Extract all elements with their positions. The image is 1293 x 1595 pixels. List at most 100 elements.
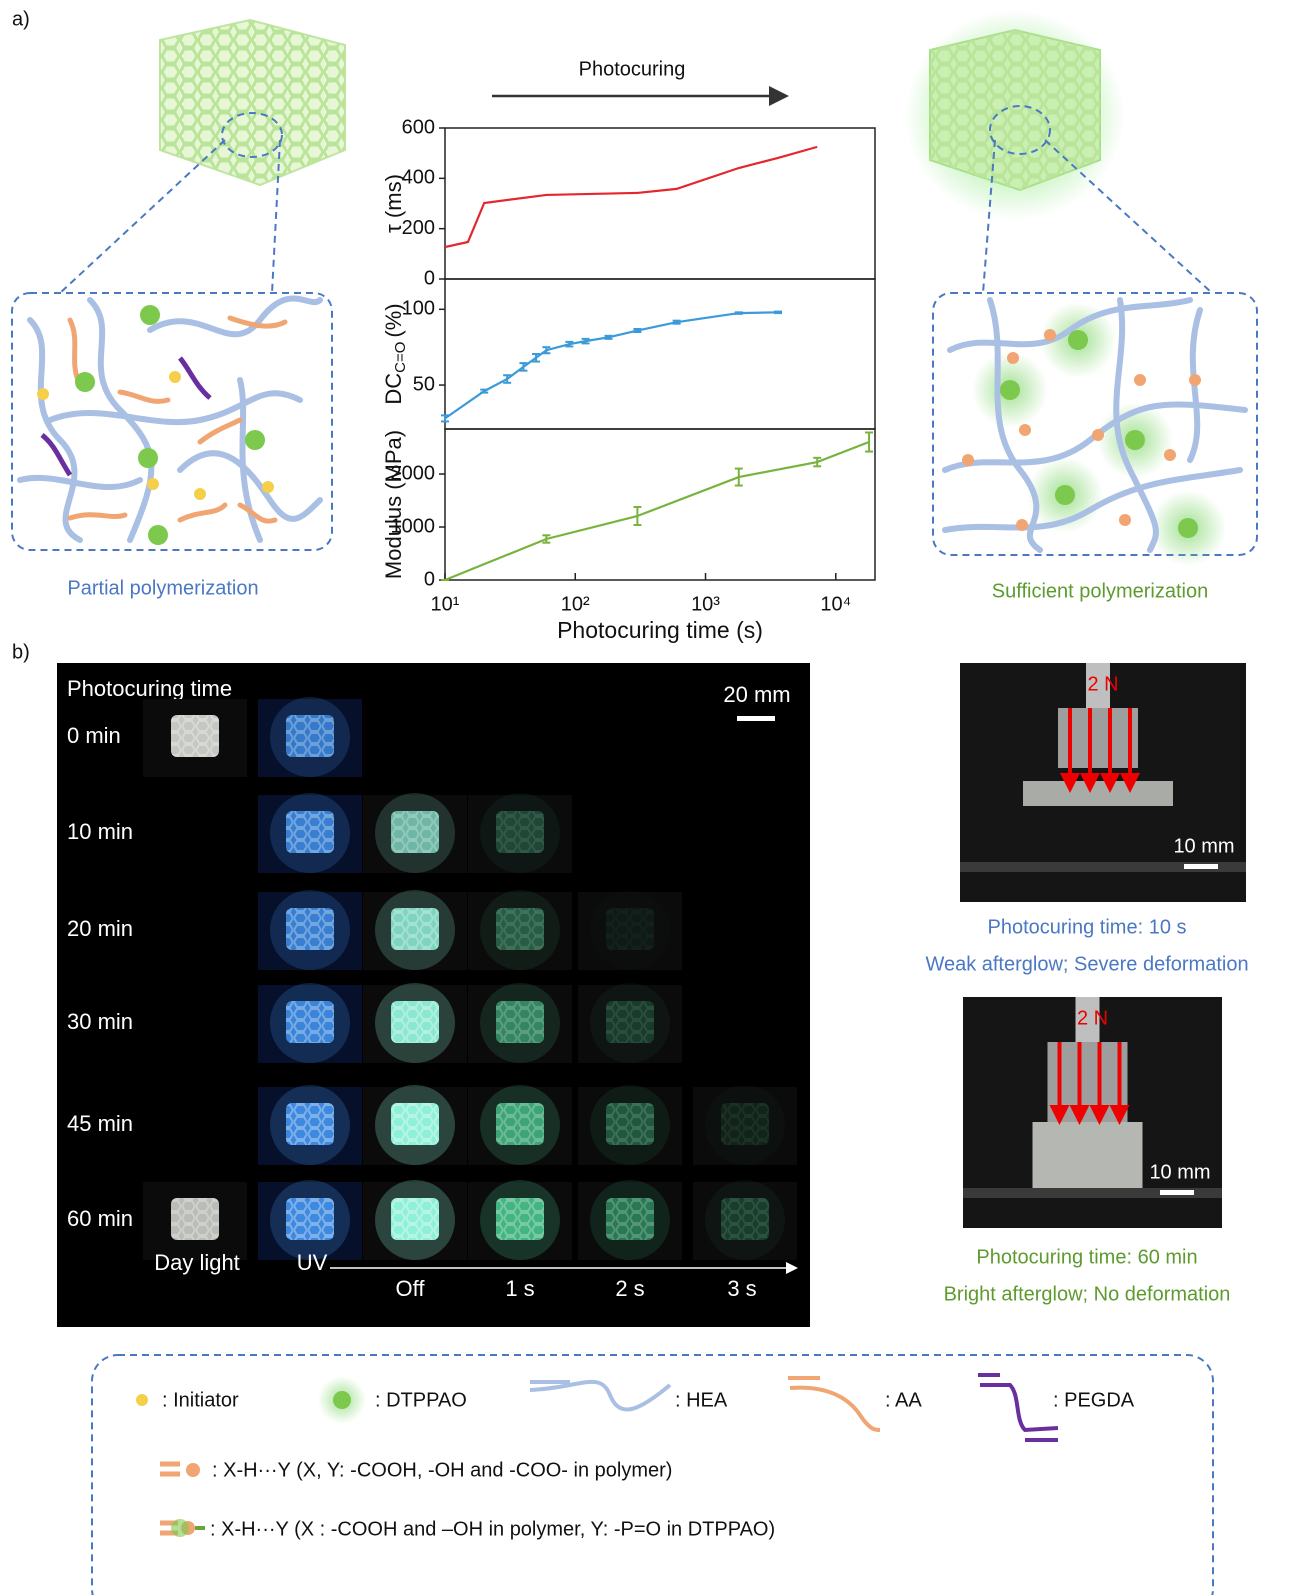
x-tick-label: 10⁴: [820, 593, 851, 615]
sample-lattice: [721, 1103, 769, 1145]
sample-lattice: [391, 1198, 439, 1240]
left-lattice-part-part: [180, 505, 225, 520]
sample-lattice: [171, 1198, 219, 1240]
sample-lattice: [286, 1001, 334, 1043]
sample-lattice: [391, 1103, 439, 1145]
y-tick-label: 100: [402, 298, 435, 320]
body: a) Photocuring Partial polymerization: [0, 0, 1293, 1595]
sample-lattice: [606, 1103, 654, 1145]
column-label: 1 s: [505, 1276, 534, 1301]
left-lattice-part-part: [240, 505, 275, 521]
legend-symbols-part: [160, 1464, 180, 1474]
y-axis-label: Modulus (MPa): [381, 430, 406, 579]
legend-symbols-part: [530, 1382, 670, 1410]
y-tick-label: 0: [424, 568, 435, 590]
legend-entry: : PEGDA: [1053, 1389, 1135, 1411]
scale-bar: [1184, 864, 1218, 869]
sample-lattice: [391, 811, 439, 853]
right-lattice-part-part: [1044, 329, 1056, 341]
left-lattice: [12, 20, 345, 550]
right-lattice-part-part: [1119, 514, 1131, 526]
column-label: Off: [396, 1276, 426, 1301]
legend-symbols-part: [788, 1378, 880, 1430]
legend-symbols-part: [978, 1375, 1058, 1440]
x-tick-label: 10²: [561, 593, 590, 615]
scale-bar-label: 10 mm: [1173, 835, 1234, 857]
left-lattice-part-part: [148, 525, 168, 545]
test-caption: Photocuring time: 60 min: [976, 1246, 1197, 1268]
sample: [1033, 1122, 1143, 1192]
sample-lattice: [496, 1198, 544, 1240]
row-label: 0 min: [67, 723, 121, 748]
legend-entry: : X-H···Y (X, Y: -COOH, -OH and -COO- in…: [212, 1459, 672, 1481]
right-lattice: [905, 10, 1257, 566]
x-tick-label: 10¹: [431, 593, 460, 615]
legend-symbols-part: [171, 1519, 189, 1537]
sample-lattice: [606, 908, 654, 950]
legend-entry: : HEA: [675, 1389, 728, 1411]
left-lattice-part-part: [50, 393, 300, 422]
right-lattice-part-part: [1178, 518, 1198, 538]
y-tick-label: 0: [424, 267, 435, 289]
left-lattice-part-part: [147, 478, 159, 490]
right-lattice-part-part: [1000, 380, 1020, 400]
left-lattice-part-part: [140, 305, 160, 325]
sample-lattice: [391, 908, 439, 950]
legend-symbols-part: [333, 1391, 351, 1409]
scale-bar-label: 10 mm: [1149, 1161, 1210, 1183]
error-bar: [735, 312, 743, 314]
right-lattice-part-part: [1055, 485, 1075, 505]
sample-lattice: [286, 1198, 334, 1240]
column-label: Day light: [154, 1250, 240, 1275]
legend-entry: : AA: [885, 1389, 922, 1411]
row-label: 10 min: [67, 819, 133, 844]
page: Photocuring figure { "panel_a": {"label"…: [0, 0, 1293, 1595]
left-lattice-part-part: [200, 420, 240, 442]
column-label: UV: [297, 1250, 328, 1275]
plot-frame: [445, 128, 875, 279]
legend-symbols-part: [186, 1463, 200, 1477]
test-result: Weak afterglow; Severe deformation: [925, 953, 1248, 975]
figure: a) Photocuring Partial polymerization: [0, 0, 1293, 1595]
column-label: 2 s: [615, 1276, 644, 1301]
plot-frame: [445, 429, 875, 580]
row-label: 60 min: [67, 1206, 133, 1231]
left-lattice-part-part: [169, 371, 181, 383]
right-lattice-part-part: [1019, 424, 1031, 436]
sample-lattice: [496, 1001, 544, 1043]
right-lattice-part-part: [1189, 374, 1201, 386]
sample-lattice: [721, 1198, 769, 1240]
right-lattice-part-part: [1164, 449, 1176, 461]
scale-bar: [737, 716, 775, 721]
compression-tests: 2 N10 mmPhotocuring time: 10 sWeak after…: [925, 663, 1248, 1305]
sample-lattice: [286, 715, 334, 757]
sample-lattice: [286, 908, 334, 950]
y-axis-label: τ (ms): [381, 174, 406, 233]
right-lattice-part-part: [1134, 374, 1146, 386]
left-lattice-part-part: [120, 392, 168, 401]
x-axis-label: Photocuring time (s): [557, 617, 763, 643]
error-bar: [480, 390, 488, 393]
left-lattice-part-part: [180, 358, 210, 398]
y-axis-label-text: DC: [381, 373, 406, 405]
row-label: 30 min: [67, 1009, 133, 1034]
legend-entry: : DTPPAO: [375, 1389, 467, 1411]
sample-lattice: [286, 811, 334, 853]
left-lattice-part-part: [262, 481, 274, 493]
y-tick-label: 400: [402, 167, 435, 189]
left-lattice-part-part: [138, 448, 158, 468]
data-line: [445, 442, 869, 580]
sample-lattice: [286, 1103, 334, 1145]
x-tick-label: 10³: [691, 593, 720, 615]
sample-lattice: [496, 1103, 544, 1145]
arrow-label: Photocuring: [579, 58, 686, 80]
data-line: [445, 147, 817, 247]
error-bar: [774, 312, 782, 314]
left-lattice-part-part: [150, 298, 320, 334]
legend-entry: : X-H···Y (X : -COOH and –OH in polymer,…: [210, 1518, 775, 1540]
left-caption: Partial polymerization: [67, 577, 258, 599]
sample-lattice: [606, 1001, 654, 1043]
sample-lattice: [496, 811, 544, 853]
sample: [1023, 781, 1173, 806]
